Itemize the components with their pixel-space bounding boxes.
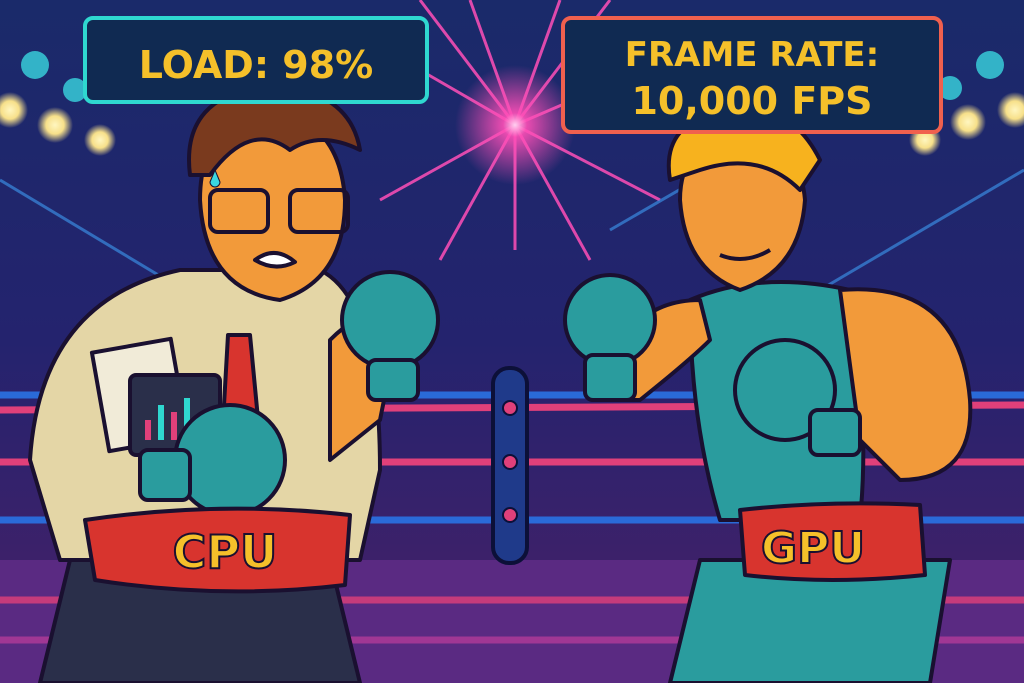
glasses-left (208, 188, 270, 234)
cpu-glove-raised (340, 270, 440, 370)
gpu-fighter (563, 106, 973, 683)
gpu-frame-rate-line1: FRAME RATE: (625, 35, 880, 75)
stadium-lights (0, 51, 1024, 156)
gpu-frame-rate-line2: 10,000 FPS (631, 79, 872, 123)
cpu-load-text: LOAD: 98% (139, 43, 373, 87)
cpu-belt-label: CPU (173, 525, 278, 579)
cpu-load-sign: LOAD: 98% (83, 16, 429, 104)
gpu-belt-label: GPU (761, 523, 865, 574)
sweat-drop (209, 169, 221, 188)
gpu-smirk (719, 248, 772, 261)
cpu-belt (83, 506, 352, 594)
starburst-glow (455, 65, 575, 185)
gpu-frame-rate-sign: FRAME RATE: 10,000 FPS (561, 16, 943, 134)
post-turnbuckles (502, 400, 518, 523)
cpu-grimace (253, 251, 297, 269)
gpu-glove-left (563, 273, 657, 367)
gpu-belt (738, 501, 927, 582)
glasses-right (288, 188, 350, 234)
gpu-arm-right (838, 287, 973, 482)
